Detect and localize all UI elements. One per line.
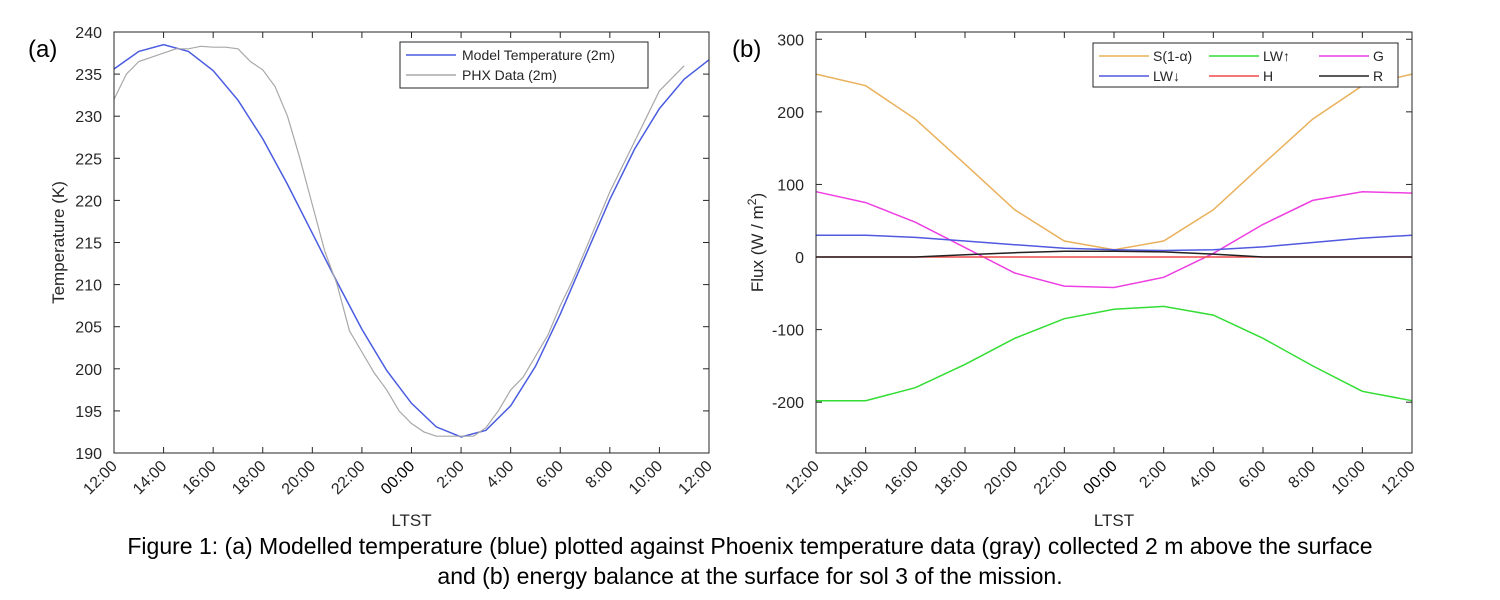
x-tick-label: 14:00 bbox=[130, 458, 170, 498]
x-tick-label: 16:00 bbox=[180, 458, 220, 498]
y-axis-label: Flux (W / m2) bbox=[745, 193, 767, 292]
x-tick-label: 20:00 bbox=[279, 458, 319, 498]
series-line-model-temperature-2m bbox=[113, 43, 710, 438]
legend-entry-label: LW↓ bbox=[1153, 68, 1180, 84]
x-tick-label: 14:00 bbox=[832, 458, 872, 498]
y-tick-label: 190 bbox=[75, 446, 102, 463]
y-tick-label: 220 bbox=[75, 193, 102, 210]
x-tick-label: 12:00 bbox=[782, 458, 822, 498]
legend-entry-label: G bbox=[1373, 48, 1384, 64]
figure-caption-line-1: Figure 1: (a) Modelled temperature (blue… bbox=[127, 533, 1373, 559]
series-line-phx-data-2m bbox=[113, 45, 685, 437]
y-axis-label: Temperature (K) bbox=[49, 181, 68, 304]
y-tick-label: 215 bbox=[75, 236, 102, 253]
x-tick-label: 00:00 bbox=[378, 458, 418, 498]
series-line-g bbox=[815, 190, 1413, 289]
x-tick-label: 22:00 bbox=[328, 458, 368, 498]
y-tick-label: 230 bbox=[75, 109, 102, 126]
x-axis-label: LTST bbox=[1094, 511, 1134, 530]
y-tick-label: 195 bbox=[75, 404, 102, 421]
series-line-r bbox=[816, 250, 1412, 258]
legend: S(1-α) LW↑ G LW↓ H R bbox=[1092, 42, 1399, 88]
x-tick-label: 6:00 bbox=[533, 458, 567, 492]
panel-label: (a) bbox=[28, 36, 57, 63]
legend-entry-label: S(1-α) bbox=[1153, 48, 1192, 64]
x-tick-label: 18:00 bbox=[229, 458, 269, 498]
legend-entry-label: LW↑ bbox=[1263, 48, 1290, 64]
y-tick-label: 0 bbox=[795, 250, 804, 267]
x-tick-label: 2:00 bbox=[434, 458, 468, 492]
x-tick-label: 22:00 bbox=[1031, 458, 1071, 498]
y-axis-label-superscript: 2 bbox=[745, 198, 759, 205]
x-tick-label: 8:00 bbox=[1285, 458, 1319, 492]
legend-box bbox=[1092, 42, 1399, 88]
x-tick-label: 6:00 bbox=[1236, 458, 1270, 492]
y-tick-label: 210 bbox=[75, 278, 102, 295]
x-tick-label: 12:00 bbox=[80, 458, 120, 498]
x-axis-label: LTST bbox=[391, 511, 431, 530]
x-tick-label: 8:00 bbox=[583, 458, 617, 492]
y-axis-label-close: ) bbox=[748, 193, 767, 199]
y-tick-label: 225 bbox=[75, 151, 102, 168]
y-tick-label: 200 bbox=[777, 105, 804, 122]
y-tick-label: -100 bbox=[772, 323, 804, 340]
legend: Model Temperature (2m) PHX Data (2m) bbox=[399, 41, 649, 89]
y-tick-label: -200 bbox=[772, 395, 804, 412]
series-line-s-1 bbox=[815, 73, 1413, 251]
x-tick-label: 4:00 bbox=[483, 458, 517, 492]
legend-box bbox=[399, 41, 649, 89]
x-tick-label: 10:00 bbox=[1329, 458, 1369, 498]
y-tick-label: 200 bbox=[75, 362, 102, 379]
series-line-lw bbox=[816, 234, 1413, 252]
y-tick-label: 235 bbox=[75, 67, 102, 84]
plot-frame bbox=[113, 31, 710, 454]
y-tick-label: 240 bbox=[75, 25, 102, 42]
legend-entry-label: H bbox=[1263, 68, 1273, 84]
figure-caption-line-2: and (b) energy balance at the surface fo… bbox=[437, 563, 1063, 589]
panel-label: (b) bbox=[732, 36, 761, 63]
legend-entry-label: Model Temperature (2m) bbox=[462, 47, 615, 63]
y-axis-label-text: Flux (W / m bbox=[748, 205, 767, 292]
x-tick-label: 00:00 bbox=[1080, 458, 1120, 498]
x-tick-label: 16:00 bbox=[882, 458, 922, 498]
x-tick-label: 12:00 bbox=[675, 458, 715, 498]
y-tick-label: 300 bbox=[777, 32, 804, 49]
series-line-lw bbox=[816, 305, 1413, 402]
x-tick-label: 2:00 bbox=[1136, 458, 1170, 492]
x-tick-label: 18:00 bbox=[931, 458, 971, 498]
x-tick-label: 12:00 bbox=[1378, 458, 1418, 498]
legend-entry-label: PHX Data (2m) bbox=[462, 67, 557, 83]
legend-entry-label: R bbox=[1373, 68, 1383, 84]
chart-panel-a: (a) 190 195 200 205 210 215 220 225 230 235 240 12:0… bbox=[28, 25, 716, 530]
x-tick-label: 4:00 bbox=[1186, 458, 1220, 492]
x-tick-label: 10:00 bbox=[626, 458, 666, 498]
y-tick-label: 205 bbox=[75, 320, 102, 337]
x-tick-label: 20:00 bbox=[981, 458, 1021, 498]
y-tick-label: 100 bbox=[777, 177, 804, 194]
